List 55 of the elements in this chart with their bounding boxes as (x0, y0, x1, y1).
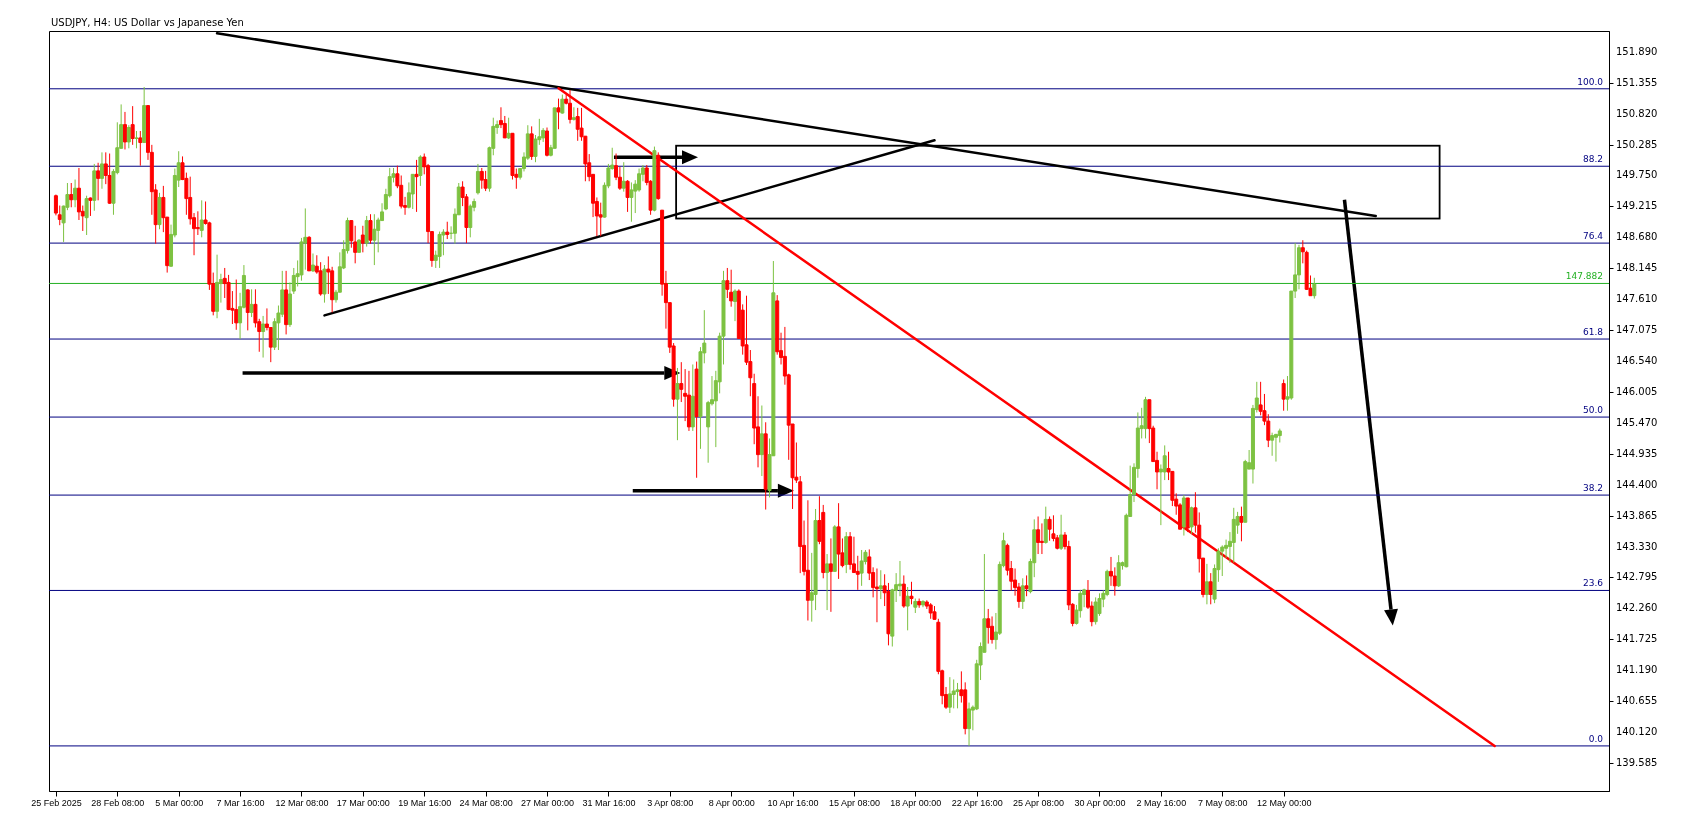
annotation: 0.0 (1588, 733, 1604, 744)
chart-title: USDJPY, H4: US Dollar vs Japanese Yen (51, 17, 244, 28)
y-tick-label: 146.540 (1616, 355, 1658, 367)
x-tick-label: 22 Apr 16:00 (951, 797, 1003, 808)
annotation: 100.0 (1577, 76, 1604, 87)
x-tick-label: 31 Mar 16:00 (582, 797, 636, 808)
y-tick-label: 145.470 (1616, 416, 1658, 428)
y-tick-label: 142.795 (1616, 571, 1658, 583)
y-tick-label: 141.190 (1616, 664, 1658, 676)
x-tick-label: 28 Feb 08:00 (91, 797, 145, 808)
y-tick-label: 143.330 (1616, 540, 1658, 552)
y-tick-label: 139.585 (1616, 756, 1658, 768)
y-tick-label: 151.355 (1616, 76, 1658, 88)
x-tick-label: 7 Mar 16:00 (216, 797, 265, 808)
y-tick-label: 150.820 (1616, 107, 1658, 119)
x-tick-label: 12 Mar 08:00 (275, 797, 329, 808)
x-tick-label: 8 Apr 00:00 (708, 797, 755, 808)
x-tick-label: 15 Apr 08:00 (828, 797, 880, 808)
x-tick-label: 2 May 16:00 (1136, 797, 1187, 808)
y-tick-label: 140.655 (1616, 695, 1658, 707)
y-tick-label: 147.610 (1616, 293, 1658, 305)
x-tick-label: 5 Mar 00:00 (155, 797, 204, 808)
x-tick-label: 10 Apr 16:00 (767, 797, 819, 808)
y-tick-label: 150.285 (1616, 138, 1658, 150)
y-tick-label: 142.260 (1616, 602, 1658, 614)
ref-line-label: 147.882 (1565, 271, 1603, 282)
y-tick-label: 149.750 (1616, 169, 1658, 181)
y-tick-label: 147.075 (1616, 324, 1658, 336)
y-tick-label: 146.005 (1616, 385, 1658, 397)
y-tick-label: 141.725 (1616, 633, 1658, 645)
annotation: 38.2 (1582, 483, 1603, 494)
x-tick-label: 12 May 00:00 (1256, 797, 1312, 808)
x-tick-label: 27 Mar 00:00 (520, 797, 575, 808)
y-tick-label: 144.935 (1616, 447, 1658, 459)
x-tick-label: 25 Apr 08:00 (1013, 797, 1065, 808)
annotation: 88.2 (1582, 154, 1603, 165)
y-tick-label: 144.400 (1616, 478, 1658, 490)
y-tick-label: 143.865 (1616, 509, 1658, 521)
x-tick-label: 30 Apr 00:00 (1074, 797, 1126, 808)
annotation: 61.8 (1582, 327, 1604, 338)
x-tick-label: 3 Apr 08:00 (647, 797, 694, 808)
x-tick-label: 24 Mar 08:00 (459, 797, 513, 808)
annotation: 76.4 (1582, 231, 1604, 242)
x-tick-label: 25 Feb 2025 (31, 797, 82, 808)
x-tick-label: 7 May 08:00 (1197, 797, 1248, 808)
y-tick-label: 148.145 (1616, 262, 1658, 274)
x-tick-label: 19 Mar 16:00 (398, 797, 452, 808)
y-tick-label: 140.120 (1616, 726, 1658, 738)
x-tick-label: 18 Apr 00:00 (890, 797, 942, 808)
annotation: 23.6 (1582, 578, 1604, 589)
y-tick-label: 151.890 (1616, 45, 1658, 57)
y-tick-label: 148.680 (1616, 231, 1658, 243)
annotation: 50.0 (1582, 405, 1604, 416)
x-tick-label: 17 Mar 00:00 (336, 797, 390, 808)
y-tick-label: 149.215 (1616, 200, 1658, 212)
